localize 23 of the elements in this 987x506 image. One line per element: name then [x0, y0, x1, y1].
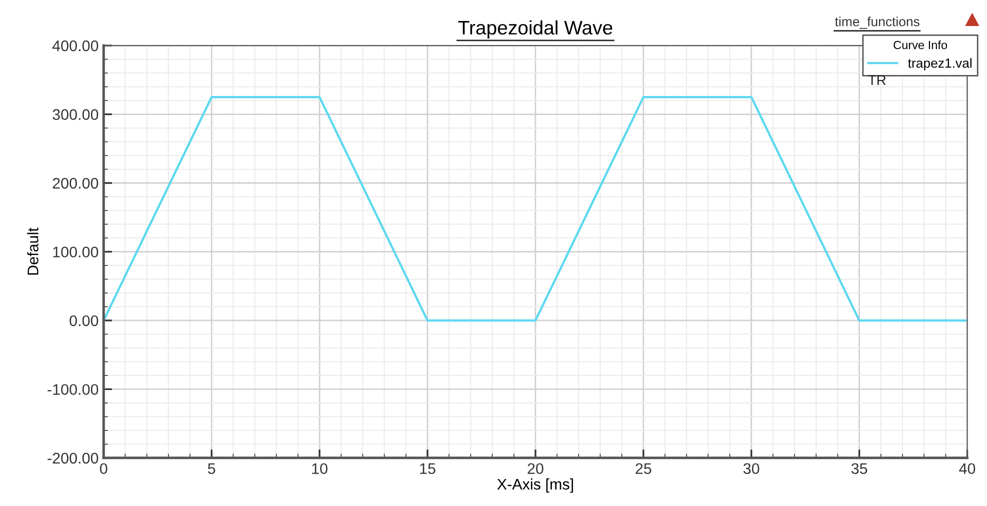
y-tick-label: 300.00	[52, 109, 98, 120]
legend-title: Curve Info	[894, 40, 948, 50]
legend-label: trapez1.val	[908, 58, 972, 70]
x-tick-label: 30	[743, 463, 760, 474]
chart-title: Trapezoidal Wave	[458, 20, 612, 38]
x-tick-label: 0	[100, 463, 108, 474]
y-tick-label: 0.00	[70, 315, 98, 326]
y-tick-label: 400.00	[52, 40, 98, 52]
y-tick-label: 200.00	[52, 178, 98, 189]
x-tick-label: 25	[636, 463, 652, 474]
x-tick-label: 20	[528, 463, 544, 474]
annotation: TR	[868, 75, 886, 85]
text: time_functions	[835, 16, 920, 29]
x-tick-label: 15	[420, 463, 436, 474]
y-tick-label: -100.00	[48, 384, 98, 395]
x-axis-title: X-Axis [ms]	[497, 478, 573, 493]
x-tick-label: 10	[312, 463, 328, 474]
x-tick-label: 5	[208, 463, 216, 474]
y-tick-label: 100.00	[53, 246, 98, 258]
y-axis-title: Default	[27, 228, 38, 275]
x-tick-label: 35	[851, 463, 868, 474]
x-tick-label: 40	[959, 463, 976, 474]
y-tick-label: -200.00	[48, 452, 98, 464]
